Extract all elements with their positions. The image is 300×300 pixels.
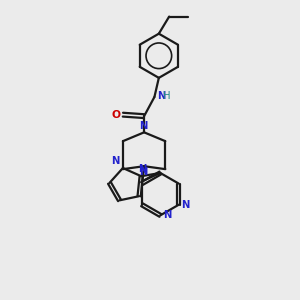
Text: N: N bbox=[157, 91, 165, 101]
Text: N: N bbox=[138, 164, 147, 174]
Text: H: H bbox=[163, 91, 171, 101]
Text: N: N bbox=[139, 121, 147, 131]
Text: N: N bbox=[139, 167, 147, 177]
Text: N: N bbox=[182, 200, 190, 210]
Text: N: N bbox=[163, 210, 172, 220]
Text: O: O bbox=[112, 110, 121, 120]
Text: N: N bbox=[111, 156, 119, 166]
